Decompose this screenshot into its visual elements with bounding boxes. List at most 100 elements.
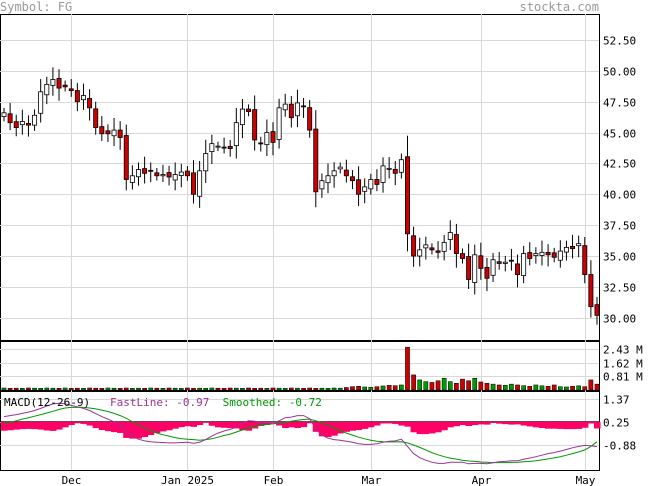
volume-bar (75, 387, 80, 391)
volume-bar (337, 387, 343, 391)
macd-histogram-bar (117, 421, 124, 433)
macd-histogram-bar (416, 421, 424, 435)
macd-histogram-bar (245, 421, 253, 431)
smoothed-label: Smoothed: (222, 396, 289, 409)
macd-histogram-bar (575, 421, 583, 429)
volume-bar (197, 387, 202, 391)
volume-bar (325, 388, 331, 391)
macd-tick-label: -0.88 (603, 440, 636, 453)
volume-bar (136, 387, 141, 391)
macd-histogram-bar (196, 421, 204, 426)
macd-histogram-bar (477, 421, 485, 425)
volume-bar (38, 388, 44, 391)
candle-body (270, 131, 276, 143)
macd-histogram-bar (581, 421, 589, 428)
candle-body (472, 254, 478, 283)
macd-histogram-bar (545, 421, 552, 429)
volume-tick-label: 2.43 M (603, 344, 643, 357)
candle-body (19, 121, 25, 126)
volume-bar (13, 387, 19, 391)
volume-bar (570, 386, 575, 391)
candle-body (68, 88, 74, 91)
candle-body (301, 105, 307, 108)
candle-body (166, 172, 172, 178)
macd-histogram-bar (129, 421, 136, 439)
macd-histogram-bar (178, 421, 185, 428)
candle-body (307, 107, 313, 131)
macd-histogram-bar (551, 421, 558, 429)
x-tick-label: Mar (362, 474, 382, 486)
candle-body (38, 91, 44, 114)
macd-histogram-bar (490, 421, 497, 424)
macd-histogram-bar (398, 421, 405, 426)
macd-histogram-bar (300, 421, 308, 428)
candle-body (545, 251, 551, 256)
candle-body (111, 129, 117, 137)
macd-histogram-bar (282, 421, 289, 428)
x-tick-label: Apr (472, 474, 492, 486)
volume-bar (227, 387, 233, 391)
volume-bar (515, 384, 520, 391)
volume-bar (289, 387, 294, 391)
volume-bar (105, 387, 111, 391)
price-tick-label: 52.50 (603, 35, 636, 48)
macd-histogram-bar (318, 421, 326, 437)
macd-histogram-bar (392, 421, 399, 424)
volume-bar (551, 384, 557, 391)
volume-bar (56, 388, 62, 391)
candle-body (386, 167, 392, 170)
volume-bar (191, 388, 196, 391)
volume-bar (539, 385, 545, 391)
macd-histogram-bar (208, 421, 216, 426)
volume-bar (417, 379, 423, 391)
volume-bar (172, 387, 178, 391)
macd-histogram-bar (269, 421, 277, 423)
volume-bar (87, 387, 92, 391)
volume-bar (301, 388, 306, 391)
candle-body (539, 251, 545, 256)
macd-histogram-bar (184, 421, 191, 427)
macd-histogram-bar (62, 421, 69, 428)
candle-body (435, 250, 441, 253)
volume-bar (20, 388, 25, 391)
candle-body (233, 122, 239, 147)
candle-body (99, 126, 105, 135)
volume-bar (270, 387, 276, 391)
candle-body (239, 108, 245, 126)
candle-body (276, 107, 282, 140)
symbol-label: Symbol: FG (0, 0, 73, 14)
candle-body (343, 169, 349, 177)
macd-histogram-bar (257, 421, 265, 426)
macd-histogram-bar (428, 421, 436, 434)
volume-bar (441, 378, 447, 391)
candle-body (288, 103, 294, 119)
candle-body (1, 112, 7, 117)
macd-histogram-bar (153, 421, 161, 433)
candle-body (551, 252, 557, 258)
macd-histogram-bar (19, 421, 26, 430)
candle-body (282, 103, 288, 111)
candle-body (172, 174, 178, 181)
x-tick-label: Dec (62, 474, 82, 486)
volume-bar (576, 385, 581, 391)
candle-body (533, 253, 539, 256)
volume-bar (392, 385, 398, 391)
volume-bar (447, 381, 453, 391)
candle-body (313, 128, 319, 193)
candle-body (209, 143, 215, 152)
candle-body (197, 170, 203, 197)
candle-body (136, 169, 141, 178)
grid-lines (0, 14, 599, 470)
macd-histogram-bar (526, 421, 534, 427)
candle-body (178, 171, 184, 176)
candle-body (294, 102, 300, 117)
volume-bar (496, 384, 502, 391)
macd-histogram-bar (263, 421, 271, 426)
volume-bar (582, 386, 588, 391)
candle-body (105, 130, 111, 135)
macd-histogram-bar (520, 421, 528, 426)
volume-bar (490, 383, 496, 391)
brand-label[interactable]: stockta.com (519, 0, 599, 14)
candle-body (362, 186, 368, 192)
macd-histogram-bar (86, 421, 94, 426)
